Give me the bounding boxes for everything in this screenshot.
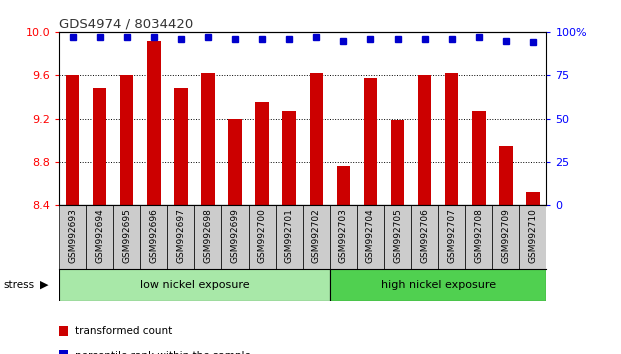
Bar (492, 205, 519, 269)
Bar (194, 205, 222, 269)
Bar (59, 205, 86, 269)
Bar (418, 75, 432, 205)
Bar (330, 205, 357, 269)
Bar (337, 166, 350, 205)
Bar (465, 205, 492, 269)
Text: GSM992693: GSM992693 (68, 209, 77, 263)
Bar (276, 205, 302, 269)
Bar (86, 205, 113, 269)
Bar (113, 205, 140, 269)
Text: high nickel exposure: high nickel exposure (381, 280, 496, 290)
Bar (147, 41, 161, 205)
Bar (302, 205, 330, 269)
Bar (167, 205, 194, 269)
Text: low nickel exposure: low nickel exposure (140, 280, 249, 290)
Text: GSM992709: GSM992709 (501, 209, 510, 263)
Bar (357, 205, 384, 269)
Text: GSM992700: GSM992700 (258, 209, 266, 263)
Bar (411, 205, 438, 269)
Text: GSM992710: GSM992710 (528, 209, 537, 263)
Bar (140, 205, 167, 269)
Bar (248, 205, 276, 269)
Text: GSM992694: GSM992694 (95, 209, 104, 263)
Text: GSM992697: GSM992697 (176, 209, 185, 263)
Text: GSM992695: GSM992695 (122, 209, 131, 263)
Bar (174, 88, 188, 205)
Text: stress: stress (3, 280, 34, 290)
Text: transformed count: transformed count (75, 326, 172, 336)
Text: GSM992703: GSM992703 (339, 209, 348, 263)
Text: GSM992707: GSM992707 (447, 209, 456, 263)
Bar (364, 79, 377, 205)
Bar (499, 146, 512, 205)
Text: GSM992708: GSM992708 (474, 209, 483, 263)
Bar (526, 192, 540, 205)
Text: GSM992704: GSM992704 (366, 209, 375, 263)
Bar (255, 102, 269, 205)
Text: GSM992699: GSM992699 (230, 209, 240, 263)
Bar (201, 73, 215, 205)
Text: GDS4974 / 8034420: GDS4974 / 8034420 (59, 18, 193, 31)
Bar (472, 111, 486, 205)
Bar (66, 75, 79, 205)
Bar (309, 73, 323, 205)
Bar (445, 73, 458, 205)
Text: ▶: ▶ (40, 280, 49, 290)
Bar (283, 111, 296, 205)
Bar (120, 75, 134, 205)
Bar (59, 269, 330, 301)
Text: GSM992696: GSM992696 (149, 209, 158, 263)
Bar (330, 269, 546, 301)
Text: GSM992706: GSM992706 (420, 209, 429, 263)
Bar (519, 205, 546, 269)
Bar (93, 88, 106, 205)
Text: GSM992698: GSM992698 (204, 209, 212, 263)
Text: GSM992702: GSM992702 (312, 209, 321, 263)
Bar (222, 205, 248, 269)
Bar (438, 205, 465, 269)
Text: percentile rank within the sample: percentile rank within the sample (75, 351, 250, 354)
Bar (384, 205, 411, 269)
Bar (229, 119, 242, 205)
Bar (391, 120, 404, 205)
Text: GSM992705: GSM992705 (393, 209, 402, 263)
Text: GSM992701: GSM992701 (284, 209, 294, 263)
